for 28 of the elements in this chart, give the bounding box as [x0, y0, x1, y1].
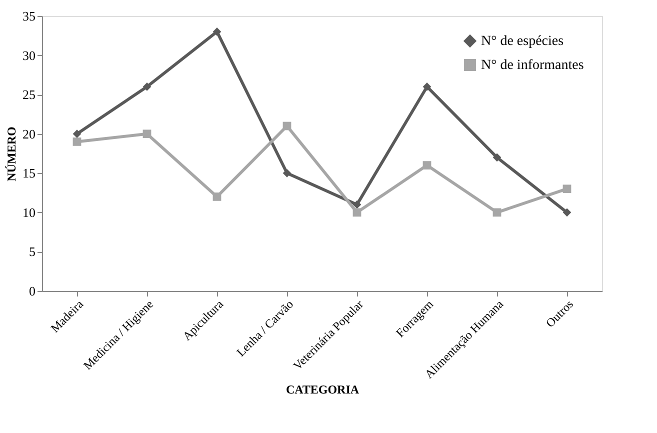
x-axis-title: CATEGORIA: [286, 382, 360, 396]
point: [72, 138, 82, 146]
y-tick-label: 20: [22, 126, 36, 142]
point: [422, 161, 432, 170]
point: [492, 208, 502, 217]
y-tick-label: 0: [29, 284, 36, 298]
point: [212, 28, 222, 36]
point: [562, 184, 572, 194]
point: [212, 192, 222, 201]
y-axis-title: NÚMERO: [4, 126, 18, 182]
point: [282, 122, 292, 130]
point: [142, 82, 152, 91]
point: [562, 208, 572, 217]
y-tick-label: 25: [22, 87, 36, 102]
point: [422, 82, 432, 91]
point: [352, 200, 362, 209]
y-tick-label: 35: [22, 8, 36, 24]
point: [142, 130, 152, 138]
point: [282, 168, 292, 178]
y-tick-label: 30: [22, 48, 36, 63]
y-tick-label: 15: [22, 166, 36, 181]
point: [72, 130, 82, 138]
y-tick-label: 10: [22, 204, 36, 220]
y-tick-label: 5: [29, 244, 36, 260]
point: [352, 208, 362, 217]
point: [492, 153, 502, 162]
legend-label: N° de informantes: [481, 58, 584, 73]
legend-label: N° de espécies: [481, 34, 564, 49]
